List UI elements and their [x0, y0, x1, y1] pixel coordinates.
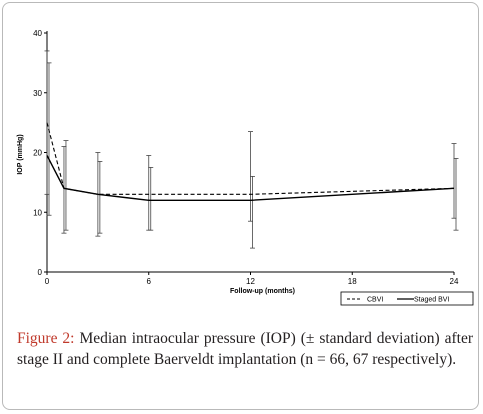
y-axis-label: IOP (mmHg) — [17, 134, 24, 174]
y-tick-label: 20 — [33, 149, 42, 158]
legend: CBVI Staged BVI — [340, 291, 474, 306]
series-line-cbvi — [46, 122, 455, 195]
legend-label-staged-bvi: Staged BVI — [414, 297, 449, 304]
caption-label: Figure 2: — [17, 330, 75, 347]
y-tick-label: 30 — [33, 89, 42, 98]
x-tick-label: 6 — [147, 277, 152, 286]
y-tick-label: 40 — [33, 29, 42, 38]
caption-text: Median intraocular pressure (IOP) (± sta… — [17, 330, 473, 368]
chart: 0 10 20 30 40 0 6 12 18 24 IOP (mmHg) Follow-up (… — [17, 29, 474, 306]
error-bars — [44, 50, 459, 249]
y-tick-label: 0 — [38, 268, 43, 277]
legend-label-cbvi: CBVI — [367, 297, 383, 304]
figure-frame: 0 10 20 30 40 0 6 12 18 24 IOP (mmHg) Follow-up (… — [2, 2, 479, 410]
series-lines — [46, 122, 455, 202]
series-line-staged-bvi — [46, 155, 455, 202]
chart-axes — [44, 31, 455, 275]
x-tick-label: 24 — [450, 277, 459, 286]
x-tick-label: 0 — [45, 277, 50, 286]
x-tick-label: 12 — [246, 277, 255, 286]
tick-labels: 0 10 20 30 40 0 6 12 18 24 — [33, 29, 459, 286]
y-tick-label: 10 — [33, 208, 42, 217]
x-axis-label: Follow-up (months) — [230, 288, 295, 295]
figure-caption: Figure 2: Median intraocular pressure (I… — [17, 329, 473, 370]
x-tick-label: 18 — [348, 277, 357, 286]
